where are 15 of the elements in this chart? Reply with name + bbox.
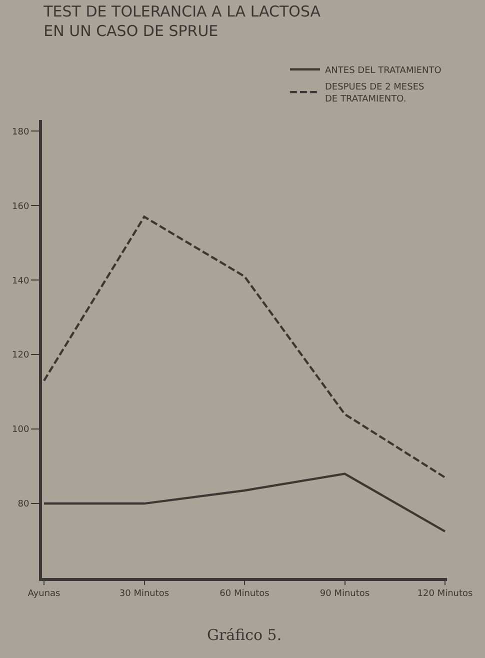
y-tick-label: 120: [12, 350, 30, 361]
chart-title: TEST DE TOLERANCIA A LA LACTOSA EN UN CASO DE SPRUE: [42, 2, 322, 40]
text: Gráfico 5.: [207, 626, 282, 644]
legend-label: DESPUES DE 2 MESES DE TRATAMIENTO.: [325, 82, 425, 104]
y-tick-label: 180: [12, 127, 30, 138]
legend-label: ANTES DEL TRATAMIENTO: [325, 66, 442, 76]
y-tick-label: 160: [12, 202, 30, 212]
x-tick-label: 30 Minutos: [119, 588, 170, 599]
y-tick-label: 140: [12, 276, 30, 286]
x-tick-label: 90 Minutos: [320, 588, 370, 599]
x-tick-label: Ayunas: [28, 588, 61, 599]
x-tick-label: 60 Minutos: [220, 588, 270, 599]
y-tick-label: 100: [12, 425, 30, 436]
x-tick-label: 120 Minutos: [417, 588, 474, 599]
y-tick-label: 80: [18, 500, 30, 510]
